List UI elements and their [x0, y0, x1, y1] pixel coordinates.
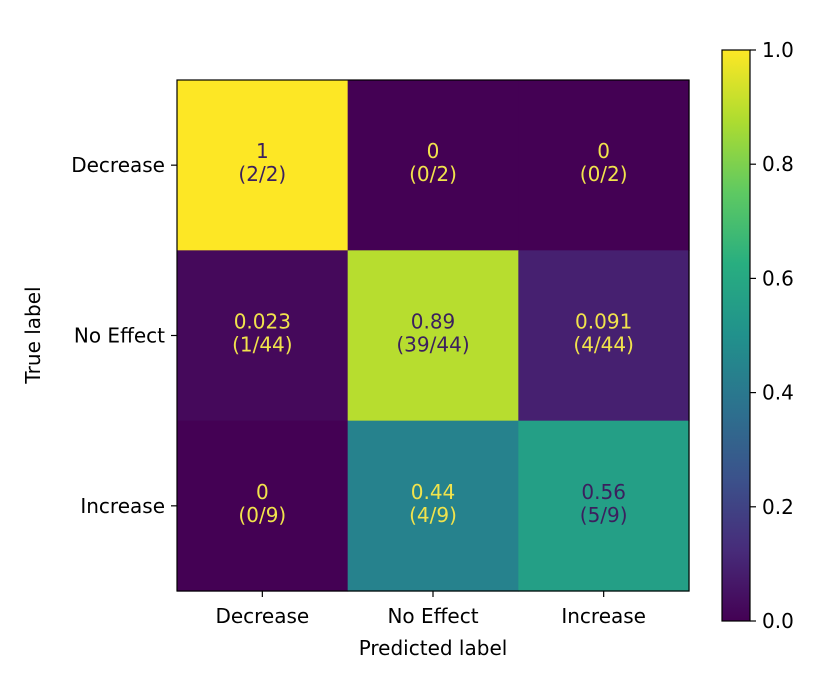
heatmap-cell — [177, 420, 349, 592]
cell-value-label: 0 — [427, 139, 440, 163]
x-axis-label: Predicted label — [359, 636, 508, 660]
heatmap-cell — [177, 250, 349, 422]
heatmap-cell — [518, 250, 690, 422]
x-tick-label: Increase — [561, 604, 646, 628]
y-tick-label: Decrease — [71, 153, 165, 177]
y-axis-ticks: Decrease No Effect Increase — [71, 153, 177, 518]
heatmap-cell — [347, 420, 519, 592]
cell-annotations: 1(2/2)0(0/2)0(0/2)0.023(1/44)0.89(39/44)… — [232, 139, 634, 527]
cell-count-label: (5/9) — [580, 503, 628, 527]
y-tick-label: No Effect — [74, 324, 165, 348]
cell-value-label: 0.89 — [411, 310, 456, 334]
x-tick-label: Decrease — [215, 604, 309, 628]
colorbar-ticks: 0.0 0.2 0.4 0.6 0.8 1.0 — [750, 38, 794, 633]
x-tick-label: No Effect — [387, 604, 478, 628]
cell-count-label: (0/9) — [238, 503, 286, 527]
cell-count-label: (4/9) — [409, 503, 457, 527]
cell-value-label: 0 — [256, 480, 269, 504]
colorbar-tick-label: 0.4 — [762, 381, 794, 405]
heatmap-cells — [177, 80, 690, 592]
cell-count-label: (2/2) — [238, 162, 286, 186]
cell-value-label: 1 — [256, 139, 269, 163]
cell-count-label: (0/2) — [580, 162, 628, 186]
cell-value-label: 0.44 — [411, 480, 456, 504]
colorbar-tick-label: 0.6 — [762, 266, 794, 290]
colorbar-tick-label: 1.0 — [762, 38, 794, 62]
heatmap-cell — [518, 80, 690, 251]
colorbar-tick-label: 0.2 — [762, 495, 794, 519]
heatmap-cell — [347, 250, 519, 422]
heatmap-cell — [518, 420, 690, 592]
y-tick-label: Increase — [80, 494, 165, 518]
cell-count-label: (4/44) — [573, 333, 634, 357]
colorbar — [721, 49, 751, 622]
cell-count-label: (1/44) — [232, 333, 293, 357]
y-axis-label: True label — [21, 286, 45, 384]
colorbar-tick-label: 0.0 — [762, 609, 794, 633]
cell-count-label: (0/2) — [409, 162, 457, 186]
cell-value-label: 0 — [597, 139, 610, 163]
heatmap-cell — [347, 80, 519, 251]
cell-value-label: 0.091 — [575, 310, 632, 334]
cell-value-label: 0.56 — [581, 480, 626, 504]
x-axis-ticks: Decrease No Effect Increase — [215, 591, 646, 628]
cell-count-label: (39/44) — [396, 333, 469, 357]
heatmap-cell — [177, 80, 349, 251]
cell-value-label: 0.023 — [234, 310, 291, 334]
colorbar-tick-label: 0.8 — [762, 152, 794, 176]
